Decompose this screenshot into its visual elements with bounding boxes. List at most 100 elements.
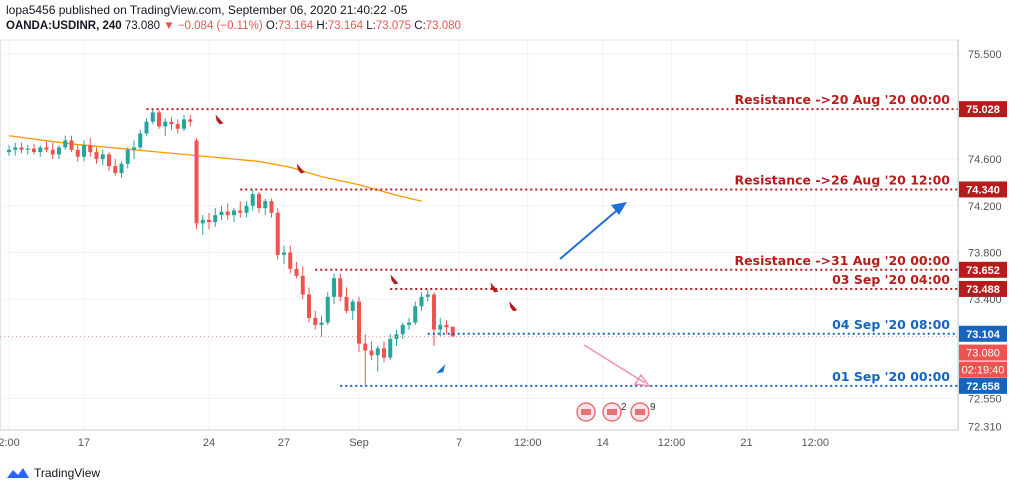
candle[interactable]: [88, 138, 93, 157]
candle[interactable]: [169, 117, 174, 130]
candle[interactable]: [319, 315, 324, 337]
candle[interactable]: [382, 341, 386, 363]
candle[interactable]: [419, 292, 424, 311]
candle[interactable]: [157, 110, 161, 129]
candle[interactable]: [400, 322, 405, 339]
candle-body: [175, 124, 180, 129]
price-tick-label: 72.550: [968, 393, 1002, 405]
candle[interactable]: [132, 140, 136, 160]
blue-trend-arrow[interactable]: [559, 205, 623, 260]
candle[interactable]: [244, 201, 249, 218]
candle[interactable]: [388, 334, 393, 360]
candle[interactable]: [138, 129, 143, 150]
candle[interactable]: [275, 208, 280, 260]
candle[interactable]: [113, 159, 118, 176]
candle[interactable]: [213, 208, 218, 227]
candle[interactable]: [263, 198, 268, 216]
candle[interactable]: [300, 266, 305, 300]
candle-body: [325, 296, 330, 323]
candle[interactable]: [63, 135, 68, 150]
candle[interactable]: [425, 289, 430, 302]
candle-body: [225, 211, 230, 216]
candle[interactable]: [269, 198, 274, 218]
candle[interactable]: [82, 140, 86, 162]
candle[interactable]: [313, 310, 318, 330]
pink-trend-arrow[interactable]: [583, 344, 646, 384]
high-label: H:: [316, 20, 328, 32]
candle[interactable]: [444, 320, 449, 335]
candle[interactable]: [357, 296, 361, 352]
candle[interactable]: [225, 203, 230, 220]
candle[interactable]: [338, 273, 343, 302]
candle[interactable]: [75, 145, 80, 162]
candle[interactable]: [250, 189, 255, 211]
candle-body: [300, 275, 305, 295]
candle[interactable]: [363, 334, 368, 386]
price-tick-label: 73.800: [968, 248, 1002, 260]
footer-brand[interactable]: TradingView: [6, 466, 100, 480]
candle[interactable]: [13, 142, 18, 156]
candle[interactable]: [232, 208, 236, 223]
candle[interactable]: [7, 145, 11, 156]
candle[interactable]: [325, 292, 330, 325]
candle-body: [282, 252, 286, 255]
level-label: Resistance ->20 Aug '20 00:00: [735, 92, 951, 107]
candle[interactable]: [50, 142, 55, 160]
blue-arrow-head: [611, 202, 627, 215]
candle[interactable]: [57, 145, 61, 160]
candle[interactable]: [188, 114, 193, 127]
candle[interactable]: [144, 118, 149, 136]
candle[interactable]: [32, 143, 36, 155]
candle[interactable]: [288, 245, 293, 274]
candle[interactable]: [100, 149, 105, 165]
candle[interactable]: [25, 145, 30, 155]
candle-body: [407, 322, 411, 325]
level-value-text: 72.658: [966, 381, 1000, 393]
candle[interactable]: [119, 161, 124, 178]
candle-body: [113, 166, 118, 174]
candle[interactable]: [219, 205, 224, 220]
candle[interactable]: [438, 317, 443, 337]
level-value-text: 74.340: [966, 184, 1000, 196]
candle[interactable]: [307, 287, 311, 323]
candle[interactable]: [332, 273, 336, 304]
candle[interactable]: [413, 301, 418, 325]
candle[interactable]: [19, 142, 24, 154]
candle[interactable]: [163, 118, 168, 136]
candle[interactable]: [107, 152, 111, 171]
candle[interactable]: [394, 329, 399, 346]
candle[interactable]: [407, 317, 411, 330]
symbol-label[interactable]: OANDA:USDINR, 240: [6, 20, 122, 32]
candle[interactable]: [200, 215, 205, 235]
candle[interactable]: [294, 261, 299, 279]
candle[interactable]: [150, 108, 155, 125]
candle[interactable]: [257, 191, 261, 213]
candle[interactable]: [282, 245, 286, 265]
candle[interactable]: [432, 292, 436, 346]
candle[interactable]: [238, 201, 243, 218]
level-label: Resistance ->31 Aug '20 00:00: [735, 253, 951, 268]
candle-body: [25, 148, 30, 150]
candle[interactable]: [38, 145, 43, 157]
candle[interactable]: [175, 119, 180, 134]
candle[interactable]: [207, 212, 211, 230]
candle[interactable]: [125, 147, 130, 169]
close-value: 73.080: [425, 20, 461, 32]
candle-body: [163, 121, 168, 127]
candle[interactable]: [69, 135, 74, 153]
candle[interactable]: [44, 141, 49, 153]
candle-body: [250, 194, 255, 206]
candle-body: [382, 348, 386, 358]
candle[interactable]: [182, 114, 186, 132]
candle[interactable]: [344, 287, 349, 314]
candle-body: [438, 324, 443, 330]
level-value-text: 75.028: [966, 104, 1000, 116]
candle[interactable]: [375, 345, 380, 372]
candle[interactable]: [450, 326, 455, 338]
candle[interactable]: [350, 299, 355, 321]
candle[interactable]: [94, 147, 99, 164]
candle-body: [50, 149, 55, 155]
candle[interactable]: [369, 341, 374, 360]
candle[interactable]: [194, 138, 199, 230]
